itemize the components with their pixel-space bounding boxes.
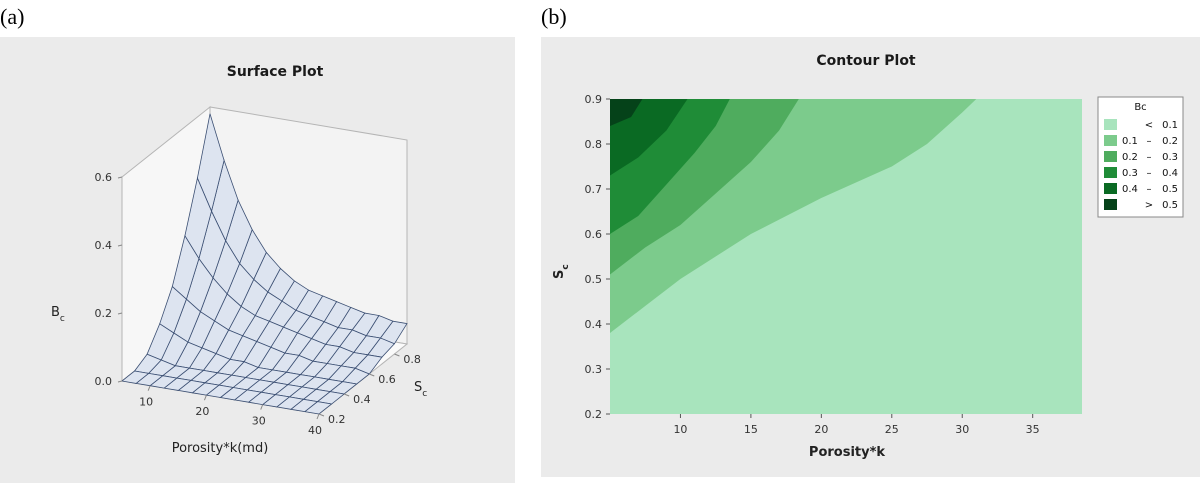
surface-z-tick-label: 0.4 (95, 239, 113, 252)
panel-b-label: (b) (541, 4, 567, 29)
contour-plot-title: Contour Plot (816, 53, 916, 69)
surface-z-axis-symbol: B (51, 305, 60, 320)
contour-y-axis-subscript: c (561, 264, 571, 269)
surface-z-tick-label: 0.2 (95, 307, 113, 320)
contour-legend-swatch (1104, 167, 1117, 178)
surface-y-tick-label: 0.4 (353, 393, 371, 406)
contour-tick-labels: 0.2 0.3 0.4 0.5 0.6 0.7 0.8 0.9 10 15 20 25 30 35 (585, 93, 1040, 436)
surface-y-axis-subscript: c (422, 389, 427, 399)
contour-x-tick-label: 30 (955, 423, 969, 436)
surface-z-tick (117, 380, 123, 383)
surface-x-tick (316, 413, 320, 420)
contour-x-axis-label: Porosity*k (809, 445, 885, 460)
surface-plot-title: Surface Plot (227, 64, 324, 80)
contour-x-tick-label: 10 (673, 423, 687, 436)
surface-y-tick (394, 353, 400, 357)
surface-z-tick (117, 312, 123, 315)
contour-legend-title: Bc (1134, 102, 1146, 113)
contour-y-axis-symbol: S (552, 270, 567, 279)
contour-legend-swatch (1104, 183, 1117, 194)
contour-legend-value: 0.5 (1162, 200, 1178, 211)
surface-plot-panel: Surface Plot 0.00.20.40.6102030400.20.40… (0, 37, 515, 483)
contour-y-tick-label: 0.4 (585, 318, 603, 331)
surface-y-tick (369, 373, 375, 377)
contour-y-tick-label: 0.6 (585, 228, 603, 241)
surface-x-tick (203, 394, 207, 401)
contour-legend-dash: – (1147, 184, 1152, 195)
contour-legend-swatch (1104, 119, 1117, 130)
surface-z-axis-subscript: c (60, 314, 65, 324)
contour-y-tick-label: 0.8 (585, 138, 603, 151)
contour-y-tick-label: 0.9 (585, 93, 603, 106)
contour-legend-value: 0.1 (1162, 120, 1178, 131)
surface-z-axis-label: Bc (51, 305, 65, 324)
surface-z-tick-label: 0.6 (95, 171, 113, 184)
surface-x-tick-label: 10 (139, 396, 153, 409)
contour-legend-dash: – (1147, 152, 1152, 163)
contour-x-tick-label: 35 (1026, 423, 1040, 436)
surface-z-tick (117, 244, 123, 247)
contour-legend-range-high: 0.4 (1162, 168, 1178, 179)
contour-legend: Bc< 0.10.1–0.20.2–0.30.3–0.40.4–0.5> 0.5 (1097, 96, 1184, 218)
contour-y-tick-label: 0.5 (585, 273, 603, 286)
contour-fills (610, 99, 1082, 414)
contour-legend-range-low: 0.1 (1122, 136, 1138, 147)
surface-y-axis-label: Sc (414, 380, 427, 399)
contour-legend-swatch (1104, 199, 1117, 210)
contour-legend-range-low: 0.2 (1122, 152, 1138, 163)
surface-y-tick (343, 393, 350, 397)
contour-legend-range-high: 0.2 (1162, 136, 1178, 147)
contour-legend-swatch (1104, 135, 1117, 146)
contour-legend-dash: – (1147, 136, 1152, 147)
contour-y-tick-label: 0.7 (585, 183, 603, 196)
contour-legend-swatch (1104, 151, 1117, 162)
surface-y-tick-label: 0.2 (328, 413, 346, 426)
contour-y-tick-label: 0.2 (585, 408, 603, 421)
contour-plot-panel: Contour Plot 0.2 0.3 0.4 0.5 0.6 0.7 0.8 0.9 10 1… (541, 37, 1200, 477)
surface-y-tick (318, 413, 325, 417)
contour-y-tick-label: 0.3 (585, 363, 603, 376)
contour-x-tick-label: 25 (885, 423, 899, 436)
surface-y-axis-symbol: S (414, 380, 422, 395)
surface-tick-labels: 0.0 0.2 0.4 0.6 10 20 30 40 0.2 0.4 0.6 0.8 (95, 171, 421, 437)
contour-legend-range-low: 0.3 (1122, 168, 1138, 179)
contour-x-tick-label: 20 (814, 423, 828, 436)
surface-x-tick-label: 20 (195, 405, 209, 418)
contour-legend-range-high: 0.5 (1162, 184, 1178, 195)
contour-legend-range-high: 0.3 (1162, 152, 1178, 163)
panel-a-label: (a) (0, 4, 25, 29)
contour-region-level-5 (610, 99, 643, 126)
contour-legend-operator: < (1145, 120, 1153, 131)
surface-x-tick (260, 404, 264, 410)
surface-y-tick-label: 0.6 (378, 373, 396, 386)
contour-legend-operator: > (1145, 200, 1153, 211)
contour-legend-dash: – (1147, 168, 1152, 179)
surface-z-tick (117, 176, 123, 179)
surface-mesh-cell (121, 370, 150, 384)
contour-y-axis-label: Sc (552, 264, 571, 279)
surface-x-tick (147, 385, 151, 391)
contour-x-tick-label: 15 (744, 423, 758, 436)
contour-region-level-4 (610, 99, 688, 176)
surface-mesh (121, 113, 408, 415)
contour-legend-range-low: 0.4 (1122, 184, 1138, 195)
surface-z-tick-label: 0.0 (95, 375, 113, 388)
surface-y-tick-label: 0.8 (403, 353, 421, 366)
surface-x-tick-label: 30 (252, 415, 266, 428)
surface-x-axis-label: Porosity*k(md) (172, 441, 269, 456)
surface-x-tick-label: 40 (308, 424, 322, 437)
